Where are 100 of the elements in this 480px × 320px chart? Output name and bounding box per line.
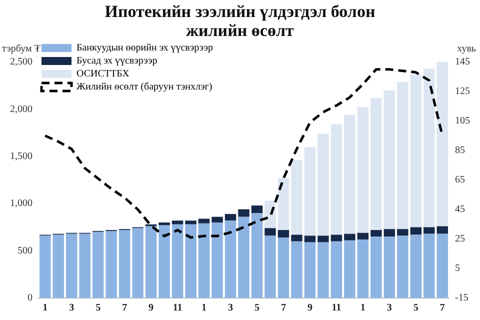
bar bbox=[251, 213, 263, 298]
legend-label: Банкуудын өөрийн эх үүсвэрээр bbox=[76, 42, 214, 54]
bar bbox=[158, 225, 170, 298]
bar bbox=[318, 242, 329, 298]
bar bbox=[106, 230, 117, 298]
bar bbox=[330, 234, 342, 242]
x-tick-label: 11 bbox=[172, 302, 182, 314]
x-tick-label: 7 bbox=[122, 302, 128, 314]
bar bbox=[410, 227, 422, 235]
bar bbox=[172, 224, 184, 298]
bar bbox=[424, 234, 435, 298]
bar bbox=[344, 240, 356, 298]
bar bbox=[304, 146, 316, 236]
bar bbox=[172, 220, 184, 224]
x-tick-label: 3 bbox=[69, 302, 74, 314]
bar bbox=[185, 224, 196, 298]
bar bbox=[436, 234, 448, 298]
bar bbox=[278, 238, 290, 298]
bar bbox=[118, 230, 130, 298]
bar bbox=[238, 216, 250, 298]
bar bbox=[278, 230, 290, 238]
bar bbox=[370, 98, 382, 230]
y-tick-label: 500 bbox=[18, 245, 32, 256]
bar bbox=[251, 205, 263, 214]
bar bbox=[397, 229, 408, 236]
bar bbox=[370, 236, 382, 298]
y-tick-label: 2,500 bbox=[10, 56, 32, 68]
y2-tick-label: 145 bbox=[455, 56, 470, 68]
bar bbox=[384, 90, 396, 230]
bar bbox=[357, 239, 369, 298]
x-tick-label: 11 bbox=[332, 302, 342, 314]
bar bbox=[304, 242, 316, 298]
bar bbox=[424, 227, 435, 234]
legend-label: Бусад эх үүсвэрээр bbox=[76, 56, 158, 67]
bar bbox=[132, 228, 144, 298]
bar bbox=[264, 228, 276, 236]
bar bbox=[66, 234, 78, 298]
y-tick-label: 2,000 bbox=[10, 104, 32, 115]
bar bbox=[198, 218, 210, 224]
bar bbox=[52, 234, 64, 298]
x-tick-label: 1 bbox=[360, 302, 366, 314]
bar bbox=[291, 241, 302, 298]
bar bbox=[330, 124, 342, 235]
bar bbox=[291, 160, 302, 235]
x-tick-label: 1 bbox=[42, 302, 48, 314]
line-series bbox=[44, 68, 444, 239]
bar bbox=[158, 222, 170, 226]
bar bbox=[410, 74, 422, 228]
bar bbox=[344, 234, 356, 240]
y-axis-title: тэрбум ₮ bbox=[2, 44, 40, 55]
y2-tick-label: 5 bbox=[455, 263, 460, 274]
bar bbox=[318, 134, 329, 236]
bar bbox=[397, 82, 408, 230]
x-tick-label: 5 bbox=[413, 302, 418, 314]
bar bbox=[291, 234, 302, 242]
y2-tick-label: 25 bbox=[455, 234, 465, 245]
bar bbox=[370, 230, 382, 237]
bar bbox=[92, 232, 104, 298]
bar bbox=[304, 236, 316, 242]
y2-tick-label: 125 bbox=[455, 86, 470, 98]
x-tick-label: 7 bbox=[440, 302, 445, 314]
y2-tick-label: 85 bbox=[455, 145, 465, 156]
x-tick-label: 1 bbox=[202, 302, 207, 314]
bar bbox=[212, 222, 223, 298]
y2-tick-label: -15 bbox=[455, 292, 468, 304]
bar bbox=[384, 236, 396, 298]
bar bbox=[424, 68, 435, 228]
y-tick-label: 1,500 bbox=[10, 151, 32, 162]
bar bbox=[39, 236, 51, 298]
x-tick-label: 9 bbox=[148, 302, 154, 314]
bar bbox=[357, 107, 369, 233]
chart-title: Ипотекийн зээлийн үлдэгдэл болон жилийн өсөлт bbox=[104, 2, 376, 40]
x-tick-label: 5 bbox=[96, 302, 101, 314]
y-tick-label: 0 bbox=[28, 292, 32, 304]
x-tick-label: 7 bbox=[280, 302, 286, 314]
bar bbox=[330, 241, 342, 298]
legend-label: ОСИСТТБХ bbox=[76, 68, 130, 80]
bar bbox=[198, 223, 210, 298]
x-tick-label: 3 bbox=[386, 302, 392, 314]
bar bbox=[224, 220, 236, 298]
bar bbox=[238, 209, 250, 217]
bar bbox=[212, 216, 223, 222]
legend-label: Жилийн өсөлт (баруун тэнхлэг) bbox=[76, 82, 212, 93]
bar bbox=[185, 220, 196, 224]
bar bbox=[145, 226, 157, 298]
x-tick-label: 3 bbox=[228, 302, 234, 314]
bar bbox=[384, 229, 396, 237]
bar bbox=[436, 226, 448, 234]
x-tick-label: 5 bbox=[254, 302, 260, 314]
bar bbox=[264, 236, 276, 298]
bar bbox=[278, 178, 290, 230]
y2-tick-label: 45 bbox=[455, 204, 465, 216]
bar bbox=[436, 62, 448, 226]
y2-axis-title: хувь bbox=[457, 44, 476, 55]
bar bbox=[224, 214, 236, 221]
y2-tick-label: 65 bbox=[455, 174, 465, 186]
bar bbox=[397, 236, 408, 298]
bar bbox=[357, 232, 369, 240]
x-tick-label: 9 bbox=[307, 302, 312, 314]
bar bbox=[410, 234, 422, 298]
